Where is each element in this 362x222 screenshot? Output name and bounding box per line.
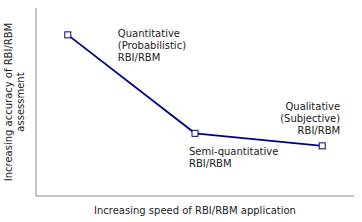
annotation-line: Quantitative [118,28,180,39]
plot-area [65,32,325,149]
y-axis [36,8,37,196]
x-axis [36,196,354,197]
y-axis-label-line: assessment [15,72,26,131]
annotation-line: RBI/RBM [189,158,232,169]
annotation-line: RBI/RBM [118,52,161,63]
line [68,35,322,146]
chart: Quantitative(Probabilistic)RBI/RBMSemi-q… [0,0,362,222]
annotation-line: (Probabilistic) [118,40,186,51]
y-axis-label: Increasing accuracy of RBI/RBMassessment [3,23,26,182]
annotation: Quantitative(Probabilistic)RBI/RBM [118,28,186,63]
marker [319,143,325,149]
annotation: Semi-quantitativeRBI/RBM [189,146,278,169]
annotation-line: Semi-quantitative [189,146,278,157]
y-axis-label-line: Increasing accuracy of RBI/RBM [3,23,14,182]
annotation-line: (Subjective) [280,113,340,124]
x-axis-label: Increasing speed of RBI/RBM application [94,205,296,216]
annotation-line: RBI/RBM [298,125,341,136]
annotation-line: Qualitative [285,101,340,112]
annotation: Qualitative(Subjective)RBI/RBM [280,101,340,136]
marker [192,130,198,136]
x-axis-label-line: Increasing speed of RBI/RBM application [94,205,296,216]
marker [65,32,71,38]
